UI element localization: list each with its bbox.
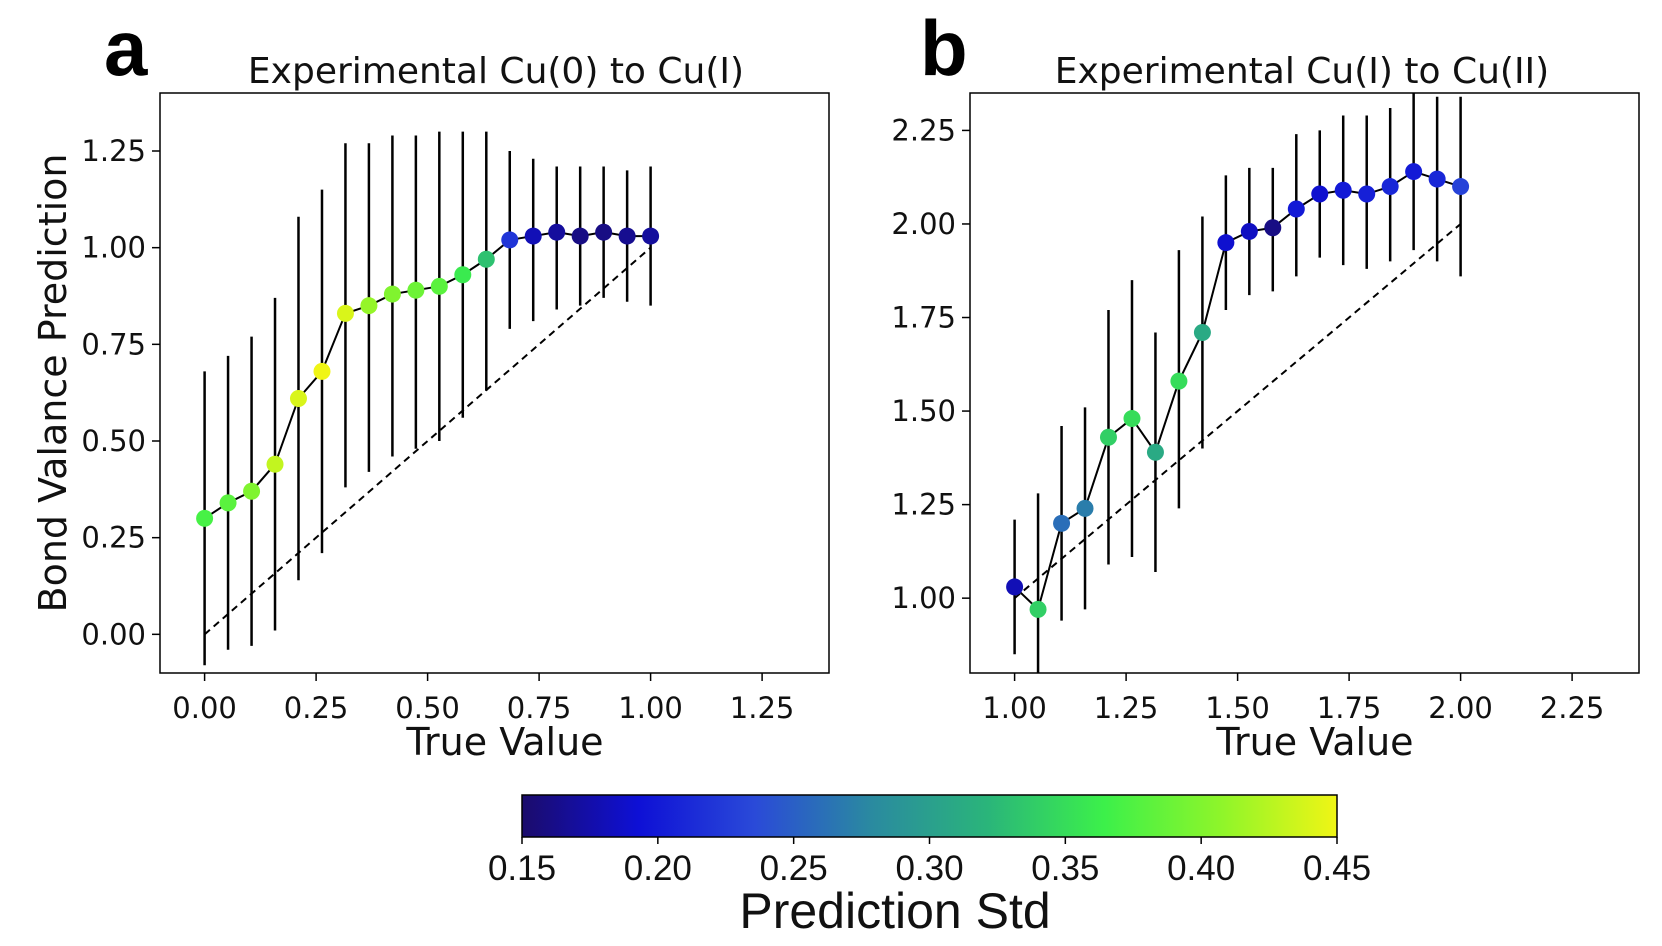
panel-b-data-point: [1006, 578, 1024, 596]
panel-b-data-point: [1146, 443, 1164, 461]
panel-a-x-axis-label: True Value: [405, 720, 603, 764]
panel-b-title: Experimental Cu(I) to Cu(II): [1055, 51, 1549, 92]
panel-b-data-point: [1193, 323, 1211, 341]
panel-b-data-point: [1170, 372, 1188, 390]
panel-a: a Experimental Cu(0) to Cu(I) 0.00 0.25 0.…: [31, 4, 830, 764]
panel-b-x-tick-label: 2.25: [1540, 691, 1605, 725]
panel-label-a: a: [104, 4, 148, 92]
panel-b-data-point: [1452, 178, 1470, 196]
panel-a-series-line: [204, 231, 651, 520]
panel-b-y-tick-label: 1.00: [891, 581, 956, 615]
colorbar: 0.15 0.20 0.25 0.30 0.35 0.40 0.45 Prediction …: [488, 794, 1371, 939]
colorbar-tick-label: 0.25: [760, 849, 828, 888]
panel-a-data-point: [383, 285, 401, 303]
panel-b-y-tick-label: 1.25: [891, 488, 956, 522]
panel-a-x-tick-label: 0.50: [395, 691, 460, 725]
panel-a-y-tick-label: 1.00: [81, 231, 146, 265]
panel-b-data-point: [1123, 410, 1141, 428]
colorbar-tick-label: 0.35: [1031, 849, 1099, 888]
panel-b-data-point: [1264, 219, 1282, 237]
colorbar-gradient: [521, 794, 1338, 838]
colorbar-ticks: 0.15 0.20 0.25 0.30 0.35 0.40 0.45: [488, 837, 1371, 888]
panel-label-b: b: [920, 4, 968, 92]
panel-a-data-point: [477, 250, 495, 268]
colorbar-tick-label: 0.15: [488, 849, 556, 888]
panel-a-data-point: [548, 223, 566, 241]
colorbar-tick-label: 0.30: [895, 849, 963, 888]
panel-b-data-point: [1428, 170, 1446, 188]
panel-a-data-point: [571, 227, 589, 245]
panel-a-x-tick-label: 0.75: [507, 691, 572, 725]
panel-a-x-tick-label: 0.25: [284, 691, 349, 725]
panel-b-data-point: [1311, 185, 1329, 203]
panel-a-y-axis-label: Bond Valance Prediction: [31, 154, 75, 613]
panel-b-x-tick-label: 1.75: [1317, 691, 1382, 725]
panel-a-title: Experimental Cu(0) to Cu(I): [248, 51, 744, 92]
panel-b-x-tick-label: 1.25: [1094, 691, 1159, 725]
panel-b-x-tick-label: 1.50: [1205, 691, 1270, 725]
panel-a-y-tick-label: 1.25: [81, 134, 146, 168]
panel-a-data-point: [289, 389, 307, 407]
panel-a-data-point: [196, 509, 214, 527]
panel-a-x-tick-label: 1.25: [730, 691, 795, 725]
panel-a-y-tick-label: 0.00: [81, 617, 146, 651]
panel-b-data-point: [1099, 428, 1117, 446]
panel-b-x-axis-label: True Value: [1215, 720, 1413, 764]
panel-a-x-tick-label: 0.00: [172, 691, 237, 725]
panel-b: b Experimental Cu(I) to Cu(II) 1.00 1.25 1…: [891, 4, 1640, 764]
colorbar-tick-label: 0.45: [1303, 849, 1371, 888]
panel-a-plot-area: 0.00 0.25 0.50 0.75 1.00 1.25 0.00 0.25 0.50 0.75…: [81, 131, 795, 725]
panel-b-data-point: [1029, 600, 1047, 618]
panel-a-data-point: [618, 227, 636, 245]
panel-b-data-point: [1287, 200, 1305, 218]
panel-b-data-point: [1240, 222, 1258, 240]
panel-b-data-point: [1358, 185, 1376, 203]
panel-b-y-tick-label: 2.25: [891, 113, 956, 147]
panel-b-reference-line: [1013, 223, 1462, 599]
panel-a-data-point: [219, 494, 237, 512]
panel-b-series-line: [1013, 170, 1461, 612]
panel-a-y-tick-label: 0.25: [81, 521, 146, 555]
panel-b-data-point: [1076, 499, 1094, 517]
panel-b-x-tick-label: 2.00: [1428, 691, 1493, 725]
panel-a-data-point: [360, 297, 378, 315]
panel-b-data-point: [1334, 181, 1352, 199]
colorbar-tick-label: 0.40: [1167, 849, 1235, 888]
colorbar-label: Prediction Std: [739, 883, 1050, 939]
panel-a-axes-frame: [159, 92, 830, 674]
panel-a-data-point: [595, 223, 613, 241]
panel-b-y-tick-label: 1.75: [891, 301, 956, 335]
panel-a-y-tick-label: 0.50: [81, 424, 146, 458]
panel-b-y-tick-label: 1.50: [891, 394, 956, 428]
panel-b-data-point: [1405, 163, 1423, 181]
colorbar-tick-label: 0.20: [624, 849, 692, 888]
panel-a-reference-line: [203, 246, 652, 636]
panel-a-data-point: [266, 455, 284, 473]
panel-a-data-point: [430, 277, 448, 295]
panel-a-data-point: [454, 266, 472, 284]
panel-a-data-point: [336, 304, 354, 322]
panel-a-data-point: [313, 362, 331, 380]
panel-b-data-point: [1381, 178, 1399, 196]
panel-b-data-point: [1053, 514, 1071, 532]
panel-a-data-point: [642, 227, 660, 245]
panel-b-x-tick-label: 1.00: [982, 691, 1047, 725]
panel-b-data-point: [1217, 234, 1235, 252]
panel-a-y-tick-label: 0.75: [81, 327, 146, 361]
panel-a-x-tick-label: 1.00: [618, 691, 683, 725]
panel-a-data-point: [501, 231, 519, 249]
panel-a-data-point: [407, 281, 425, 299]
panel-a-data-point: [524, 227, 542, 245]
panel-b-axes-frame: [969, 92, 1640, 674]
panel-b-y-tick-label: 2.00: [891, 207, 956, 241]
panel-b-plot-area: 1.00 1.25 1.50 1.75 2.00 2.25 1.00 1.25 1.50 1.75…: [891, 93, 1604, 725]
panel-a-data-point: [243, 482, 261, 500]
